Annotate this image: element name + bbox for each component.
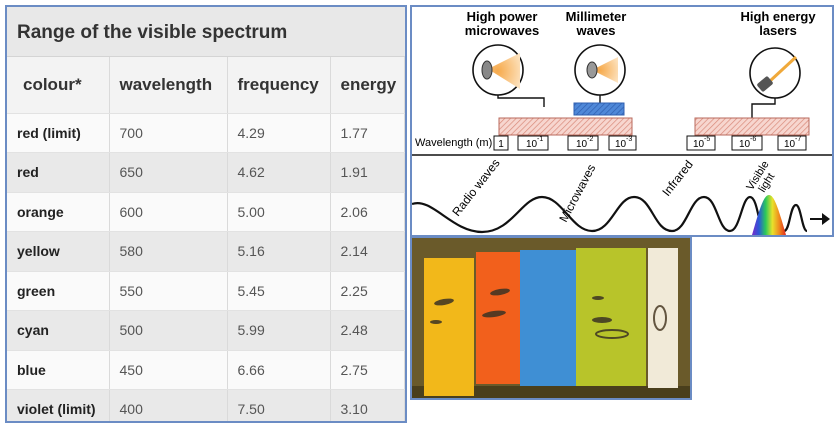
- svg-text:10: 10: [526, 139, 538, 150]
- column-header-wavelength: wavelength: [109, 57, 228, 114]
- table-row: red (limit) 700 4.29 1.77: [7, 113, 405, 153]
- em-spectrum-diagram: High power microwaves Millimeter waves H…: [412, 9, 832, 235]
- fabric-strip: [648, 248, 678, 388]
- band-label-radio: Radio waves: [449, 156, 502, 219]
- svg-text:1: 1: [498, 139, 504, 150]
- fabric-strip: [520, 250, 576, 386]
- cell-wavelength: 600: [109, 192, 228, 232]
- cell-frequency: 5.00: [227, 192, 331, 232]
- table-row: cyan 500 5.99 2.48: [7, 310, 405, 351]
- laser-band-bar: [694, 117, 810, 136]
- column-header-energy: energy: [330, 57, 405, 114]
- cell-wavelength: 650: [109, 152, 228, 193]
- fabric-strips-photo: [410, 236, 692, 400]
- cell-colour: blue: [7, 350, 110, 390]
- table-title: Range of the visible spectrum: [7, 7, 405, 57]
- table-header-row: colour* wavelength frequency energy: [7, 57, 405, 114]
- microwave-band-bar: [498, 117, 633, 136]
- svg-text:-7: -7: [795, 136, 801, 143]
- svg-text:-6: -6: [750, 136, 756, 143]
- cell-energy: 2.06: [330, 192, 405, 232]
- microwave-dish-icon: [472, 44, 524, 96]
- cell-frequency: 7.50: [227, 389, 331, 421]
- label-high-power-line2: microwaves: [465, 23, 539, 38]
- fabric-strip: [576, 248, 646, 386]
- svg-text:-3: -3: [626, 136, 632, 143]
- em-spectrum-diagram-panel: High power microwaves Millimeter waves H…: [410, 5, 834, 237]
- cell-frequency: 5.45: [227, 271, 331, 311]
- spectrum-table: colour* wavelength frequency energy red …: [7, 57, 405, 421]
- cell-frequency: 5.99: [227, 310, 331, 351]
- svg-text:10: 10: [693, 139, 705, 150]
- visible-light-rainbow: [752, 195, 786, 235]
- burned-fabric-strips-image: [412, 238, 690, 398]
- cell-frequency: 5.16: [227, 231, 331, 272]
- cell-wavelength: 550: [109, 271, 228, 311]
- cell-energy: 2.14: [330, 231, 405, 272]
- label-high-power-line1: High power: [467, 9, 538, 24]
- table-row: blue 450 6.66 2.75: [7, 350, 405, 390]
- cell-wavelength: 400: [109, 389, 228, 421]
- cell-colour: cyan: [7, 310, 110, 351]
- svg-text:10: 10: [739, 139, 751, 150]
- band-label-infrared: Infrared: [659, 158, 695, 199]
- label-lasers-line1: High energy: [740, 9, 816, 24]
- cell-frequency: 4.62: [227, 152, 331, 193]
- table-row: green 550 5.45 2.25: [7, 271, 405, 311]
- cell-colour: violet (limit): [7, 389, 110, 421]
- table-row: orange 600 5.00 2.06: [7, 192, 405, 232]
- column-header-frequency: frequency: [227, 57, 331, 114]
- table-row: violet (limit) 400 7.50 3.10: [7, 389, 405, 421]
- visible-spectrum-table-panel: Range of the visible spectrum colour* wa…: [5, 5, 407, 423]
- cell-frequency: 6.66: [227, 350, 331, 390]
- cell-energy: 3.10: [330, 389, 405, 421]
- fabric-strips: [424, 248, 678, 396]
- tick-1: 1: [493, 135, 509, 151]
- svg-text:-1: -1: [537, 136, 543, 143]
- cell-energy: 2.75: [330, 350, 405, 390]
- cell-energy: 2.25: [330, 271, 405, 311]
- svg-text:10: 10: [784, 139, 796, 150]
- table-row: red 650 4.62 1.91: [7, 152, 405, 193]
- label-lasers-line2: lasers: [759, 23, 797, 38]
- cell-energy: 1.77: [330, 113, 405, 153]
- svg-text:-2: -2: [587, 136, 593, 143]
- tick-1e-1: 10 -1: [517, 135, 549, 151]
- cell-energy: 2.48: [330, 310, 405, 351]
- svg-text:-5: -5: [704, 136, 710, 143]
- cell-colour: yellow: [7, 231, 110, 272]
- cell-colour: red: [7, 152, 110, 193]
- millimeter-band-bar: [573, 102, 625, 116]
- arrow-right-icon: [810, 213, 830, 225]
- cell-colour: orange: [7, 192, 110, 232]
- millimeter-emitter-icon: [574, 44, 626, 96]
- label-millimeter-line2: waves: [575, 23, 615, 38]
- cell-wavelength: 500: [109, 310, 228, 351]
- tick-1e-7: 10 -7: [777, 135, 807, 151]
- tick-1e-5: 10 -5: [686, 135, 716, 151]
- tick-1e-2: 10 -2: [567, 135, 599, 151]
- table-row: yellow 580 5.16 2.14: [7, 231, 405, 272]
- cell-wavelength: 580: [109, 231, 228, 272]
- cell-wavelength: 700: [109, 113, 228, 153]
- wavelength-axis-label: Wavelength (m): [415, 137, 492, 149]
- svg-text:10: 10: [615, 139, 627, 150]
- cell-colour: green: [7, 271, 110, 311]
- tick-1e-6: 10 -6: [731, 135, 763, 151]
- band-label-microwaves: Microwaves: [556, 162, 598, 225]
- cell-colour: red (limit): [7, 113, 110, 153]
- label-millimeter-line1: Millimeter: [566, 9, 627, 24]
- cell-wavelength: 450: [109, 350, 228, 390]
- cell-frequency: 4.29: [227, 113, 331, 153]
- fabric-strip: [424, 258, 474, 396]
- column-header-colour: colour*: [7, 57, 110, 114]
- svg-text:10: 10: [576, 139, 588, 150]
- cell-energy: 1.91: [330, 152, 405, 193]
- laser-icon: [749, 47, 801, 99]
- tick-1e-3: 10 -3: [608, 135, 637, 151]
